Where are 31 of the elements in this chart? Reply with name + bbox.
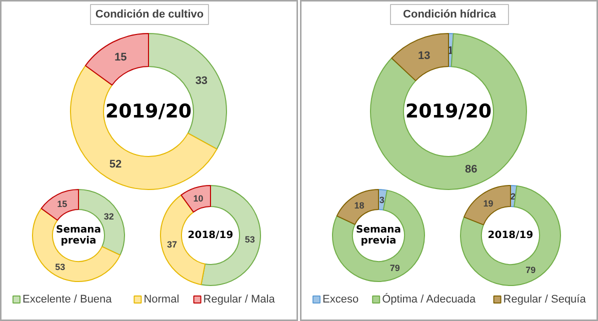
text: 2018/19: [188, 230, 234, 241]
data-label: 53: [244, 234, 255, 245]
data-label: 3: [379, 195, 384, 206]
legend-label: Regular / Mala: [203, 294, 276, 306]
data-label: 53: [55, 262, 66, 272]
data-label: 15: [57, 198, 68, 209]
text: Semana previa: [56, 224, 102, 246]
data-label: 13: [418, 50, 430, 62]
data-label: 2: [510, 192, 516, 202]
data-label: 79: [526, 265, 536, 275]
data-label: 19: [483, 198, 494, 208]
data-label: 33: [195, 75, 208, 88]
text: 2019/20: [405, 100, 492, 122]
legend-label: Normal: [144, 294, 180, 306]
text: Semana previa: [356, 224, 402, 246]
data-label: 86: [465, 164, 478, 176]
data-label: 37: [166, 240, 177, 250]
legend-label: Exceso: [322, 294, 359, 306]
legend-label: Óptima / Adecuada: [382, 292, 477, 306]
data-label: 18: [354, 200, 364, 211]
data-label: 32: [104, 212, 114, 222]
data-label: 15: [114, 52, 127, 64]
legend-label: Regular / Sequía: [503, 294, 587, 306]
text: 2018/19: [488, 230, 534, 241]
data-label: 79: [390, 263, 400, 274]
chart-title: Condición hídrica: [403, 8, 497, 20]
legend-label: Excelente / Buena: [22, 294, 113, 306]
text: 2019/20: [105, 100, 192, 122]
chart-title: Condición de cultivo: [95, 8, 204, 20]
data-label: 52: [109, 158, 122, 170]
data-label: 10: [193, 193, 204, 204]
